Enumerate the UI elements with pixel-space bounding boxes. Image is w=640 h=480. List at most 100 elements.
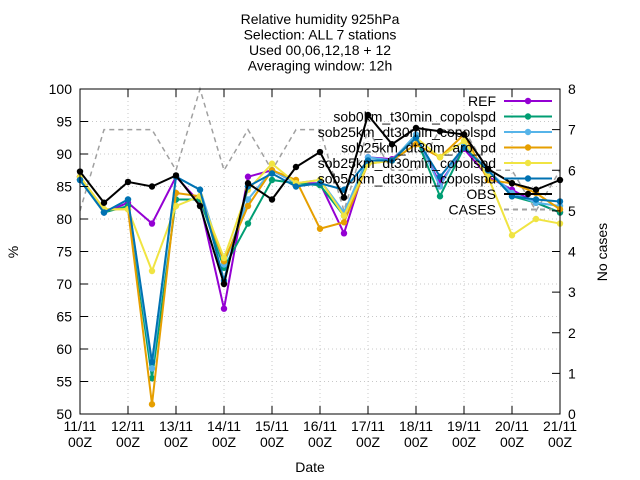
data-point (244, 196, 252, 203)
data-point (460, 131, 468, 138)
data-point (148, 375, 156, 382)
data-point (292, 183, 300, 190)
data-point (196, 186, 204, 193)
x-tick-label: 00Z (452, 434, 477, 450)
data-point (196, 202, 204, 210)
axes: 5055606570758085909510001234567811/1100Z… (49, 81, 578, 450)
data-point (508, 180, 516, 187)
data-point (220, 280, 228, 288)
data-point (268, 196, 276, 203)
data-point (244, 202, 252, 210)
x-tick-label: 00Z (356, 434, 381, 450)
legend-swatch-point (524, 128, 532, 136)
data-point (340, 212, 348, 219)
data-point (340, 219, 348, 226)
data-point (436, 173, 444, 180)
legend-label: sob25km_dt30m_aro_pd (341, 140, 496, 156)
x-tick-label: 19/11 (447, 418, 481, 434)
x-tick-label: 15/11 (255, 418, 289, 434)
y-tick-label: 70 (56, 276, 72, 292)
y2-tick-label: 2 (568, 325, 576, 341)
data-point (436, 128, 444, 135)
y2-axis-label: No cases (594, 223, 610, 281)
data-point (340, 194, 348, 201)
y2-tick-label: 8 (568, 81, 576, 97)
x-axis-label: Date (295, 459, 325, 475)
y2-tick-label: 7 (568, 122, 576, 138)
y2-tick-label: 4 (568, 244, 576, 260)
x-tick-label: 00Z (404, 434, 429, 450)
x-tick-label: 00Z (308, 434, 333, 450)
x-tick-label: 11/11 (64, 418, 97, 434)
data-point (268, 160, 276, 167)
data-point (172, 172, 180, 179)
data-point (220, 305, 228, 312)
y-tick-label: 95 (56, 114, 72, 130)
data-point (484, 173, 492, 180)
data-point (460, 144, 468, 151)
data-point (460, 137, 468, 145)
y-tick-label: 85 (56, 179, 72, 195)
data-point (388, 157, 396, 164)
data-point (532, 196, 540, 203)
data-point (364, 157, 372, 164)
data-point (124, 178, 132, 186)
x-tick-label: 00Z (68, 434, 93, 450)
y2-tick-label: 1 (568, 365, 576, 381)
title-line: Used 00,06,12,18 + 12 (249, 42, 391, 58)
x-tick-label: 00Z (500, 434, 525, 450)
x-tick-label: 00Z (164, 434, 189, 450)
data-point (148, 401, 156, 408)
data-point (244, 180, 252, 187)
legend-label: sob50km_dt30min_copolspd (318, 171, 496, 187)
legend-label: sob25km_dt30min_copolspd (318, 124, 496, 140)
legend-label: sob0km_t30min_copolspd (333, 109, 496, 125)
data-point (268, 170, 276, 177)
y2-tick-label: 0 (568, 406, 576, 422)
data-point (148, 365, 156, 372)
data-point (316, 225, 324, 232)
data-point (316, 180, 324, 187)
data-point (100, 199, 108, 206)
data-point (484, 165, 492, 173)
data-point (268, 176, 276, 184)
x-tick-label: 18/11 (399, 418, 433, 434)
y-tick-label: 75 (56, 244, 72, 260)
data-point (148, 220, 156, 227)
title-line: Averaging window: 12h (248, 58, 393, 74)
data-point (124, 196, 132, 203)
data-point (148, 183, 156, 190)
title-line: Selection: ALL 7 stations (244, 27, 397, 43)
x-tick-label: 16/11 (303, 418, 337, 434)
x-tick-label: 13/11 (159, 418, 193, 434)
legend: REFsob0km_t30min_copolspdsob25km_dt30min… (318, 93, 552, 218)
y-tick-label: 90 (56, 146, 72, 162)
legend-swatch-point (524, 159, 532, 167)
data-point (436, 183, 444, 190)
data-point (364, 111, 372, 119)
x-tick-label: 21/11 (543, 418, 577, 434)
x-tick-label: 12/11 (111, 418, 145, 434)
legend-swatch-point (524, 113, 532, 120)
y-tick-label: 50 (56, 406, 72, 422)
data-point (220, 254, 228, 262)
data-point (172, 202, 180, 210)
y-tick-label: 100 (49, 81, 73, 97)
y2-tick-label: 6 (568, 162, 576, 178)
legend-label: OBS (466, 186, 496, 202)
x-tick-label: 17/11 (351, 418, 385, 434)
data-point (532, 186, 540, 193)
y2-tick-label: 5 (568, 203, 576, 219)
x-tick-label: 14/11 (207, 418, 241, 434)
data-point (292, 163, 300, 171)
data-point (244, 220, 252, 227)
data-point (412, 134, 420, 141)
data-point (148, 358, 156, 366)
series-6 (76, 111, 564, 288)
legend-swatch-point (524, 97, 532, 105)
series-layer (76, 86, 564, 408)
data-point (316, 148, 324, 156)
legend-swatch-point (524, 190, 532, 198)
